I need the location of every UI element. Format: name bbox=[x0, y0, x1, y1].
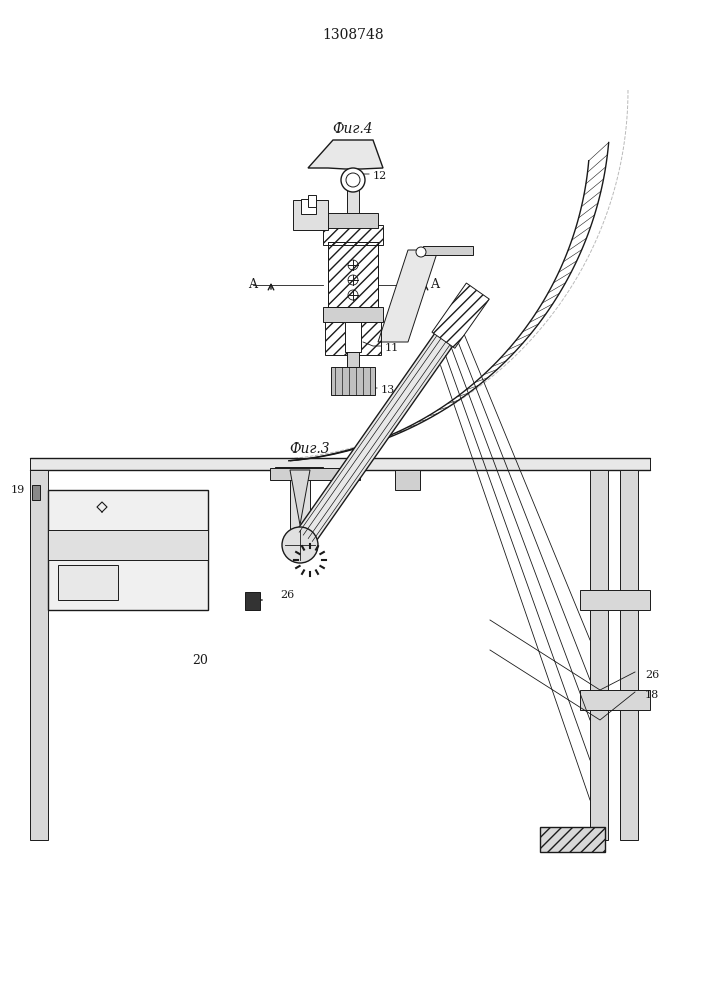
Bar bbox=[328, 242, 378, 307]
Bar bbox=[323, 225, 383, 245]
Bar bbox=[48, 490, 208, 610]
Polygon shape bbox=[432, 283, 489, 348]
Bar bbox=[423, 246, 473, 255]
Bar bbox=[301, 199, 316, 214]
Bar bbox=[395, 470, 420, 490]
Circle shape bbox=[282, 527, 318, 563]
Polygon shape bbox=[378, 250, 438, 342]
Text: 1308748: 1308748 bbox=[322, 28, 384, 42]
Bar bbox=[290, 470, 310, 530]
Bar bbox=[328, 242, 378, 307]
Text: A: A bbox=[431, 278, 440, 292]
Bar bbox=[30, 470, 48, 840]
Bar bbox=[308, 195, 316, 207]
Bar bbox=[540, 827, 605, 852]
Text: Фиг.4: Фиг.4 bbox=[333, 122, 373, 136]
Text: Фиг.3: Фиг.3 bbox=[290, 442, 330, 456]
Circle shape bbox=[416, 247, 426, 257]
Text: 26: 26 bbox=[645, 670, 659, 680]
Bar bbox=[347, 188, 359, 213]
Text: 20: 20 bbox=[192, 654, 208, 666]
Bar bbox=[245, 592, 260, 610]
Text: 18: 18 bbox=[645, 690, 659, 700]
Bar bbox=[58, 565, 118, 600]
Bar bbox=[580, 590, 650, 610]
Bar bbox=[275, 467, 323, 475]
Bar bbox=[620, 470, 638, 840]
Bar bbox=[345, 322, 361, 352]
Polygon shape bbox=[290, 470, 310, 525]
Text: 11: 11 bbox=[385, 343, 399, 353]
Circle shape bbox=[341, 168, 365, 192]
Polygon shape bbox=[308, 140, 383, 169]
Bar bbox=[293, 200, 328, 230]
Bar bbox=[323, 307, 383, 322]
Bar bbox=[328, 213, 378, 228]
Bar bbox=[325, 320, 381, 355]
Bar bbox=[580, 690, 650, 710]
Text: A: A bbox=[248, 278, 257, 292]
Text: 19: 19 bbox=[11, 485, 25, 495]
Bar bbox=[270, 468, 360, 480]
Polygon shape bbox=[288, 305, 472, 555]
Text: 13: 13 bbox=[381, 385, 395, 395]
Text: 12: 12 bbox=[373, 171, 387, 181]
Bar bbox=[32, 485, 40, 500]
Bar bbox=[48, 530, 208, 560]
Bar bbox=[347, 352, 359, 367]
Bar bbox=[30, 458, 650, 470]
Bar bbox=[331, 367, 375, 395]
Bar bbox=[590, 470, 608, 840]
Text: 26: 26 bbox=[280, 590, 294, 600]
